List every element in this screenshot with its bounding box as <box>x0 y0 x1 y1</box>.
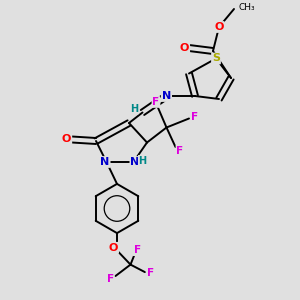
Text: F: F <box>134 245 141 255</box>
Text: H: H <box>130 104 138 114</box>
Text: N: N <box>162 91 171 101</box>
Text: F: F <box>106 274 114 284</box>
Text: F: F <box>176 146 184 156</box>
Text: O: O <box>109 243 118 253</box>
Text: O: O <box>180 43 189 53</box>
Text: H: H <box>138 155 147 166</box>
Text: F: F <box>152 97 160 107</box>
Text: F: F <box>147 268 154 278</box>
Text: N: N <box>100 157 109 167</box>
Text: O: O <box>214 22 224 32</box>
Text: S: S <box>212 53 220 64</box>
Text: O: O <box>62 134 71 144</box>
Text: CH₃: CH₃ <box>238 3 255 12</box>
Text: N: N <box>130 157 140 167</box>
Text: F: F <box>191 112 199 122</box>
